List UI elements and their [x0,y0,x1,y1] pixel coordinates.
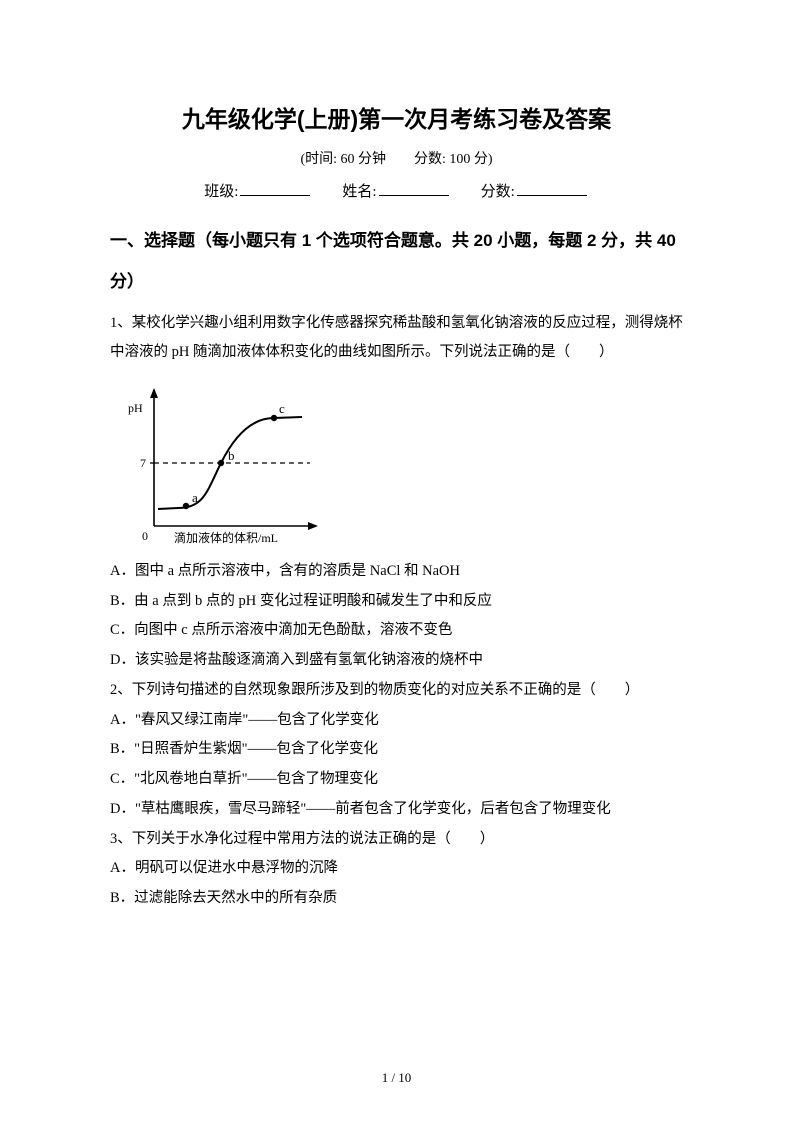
exam-title: 九年级化学(上册)第一次月考练习卷及答案 [110,100,683,134]
q1-option-d: D．该实验是将盐酸逐滴滴入到盛有氢氧化钠溶液的烧杯中 [110,646,683,676]
svg-text:c: c [279,401,285,416]
q2-option-d: D．"草枯鹰眼疾，雪尽马蹄轻"——前者包含了化学变化，后者包含了物理变化 [110,795,683,825]
q3-option-a: A．明矾可以促进水中悬浮物的沉降 [110,854,683,884]
q3-option-b: B．过滤能除去天然水中的所有杂质 [110,884,683,914]
svg-text:0: 0 [142,529,148,543]
question-1-stem: 1、某校化学兴趣小组利用数字化传感器探究稀盐酸和氢氧化钠溶液的反应过程，测得烧杯… [110,309,683,368]
class-label: 班级: [204,184,238,200]
exam-subtitle: (时间: 60 分钟 分数: 100 分) [110,148,683,168]
q1-option-c: C．向图中 c 点所示溶液中滴加无色酚酞，溶液不变色 [110,616,683,646]
q2-option-c: C．"北风卷地白草折"——包含了物理变化 [110,765,683,795]
score-blank[interactable] [517,181,587,196]
ph-curve-svg: 7 pH 0 滴加液体的体积/mL a b c [116,378,326,546]
name-blank[interactable] [379,181,449,196]
svg-text:a: a [192,490,198,505]
q2-option-a: A．"春风又绿江南岸"——包含了化学变化 [110,706,683,736]
q2-option-b: B．"日照香炉生紫烟"——包含了化学变化 [110,735,683,765]
svg-text:pH: pH [128,401,143,415]
question-2-stem: 2、下列诗句描述的自然现象跟所涉及到的物质变化的对应关系不正确的是（ ） [110,676,683,706]
student-info-line: 班级: 姓名: 分数: [110,180,683,201]
svg-text:滴加液体的体积/mL: 滴加液体的体积/mL [174,530,278,545]
score-label: 分数: [481,184,515,200]
section-1-heading: 一、选择题（每小题只有 1 个选项符合题意。共 20 小题，每题 2 分，共 4… [110,221,683,303]
page: 九年级化学(上册)第一次月考练习卷及答案 (时间: 60 分钟 分数: 100 … [0,0,793,1122]
svg-text:7: 7 [140,456,146,470]
q1-option-a: A．图中 a 点所示溶液中，含有的溶质是 NaCl 和 NaOH [110,557,683,587]
svg-text:b: b [228,448,235,463]
name-label: 姓名: [342,184,376,200]
q1-option-b: B．由 a 点到 b 点的 pH 变化过程证明酸和碱发生了中和反应 [110,587,683,617]
question-3-stem: 3、下列关于水净化过程中常用方法的说法正确的是（ ） [110,825,683,855]
class-blank[interactable] [240,181,310,196]
ph-curve-chart: 7 pH 0 滴加液体的体积/mL a b c [116,378,683,551]
page-number: 1 / 10 [0,1070,793,1086]
